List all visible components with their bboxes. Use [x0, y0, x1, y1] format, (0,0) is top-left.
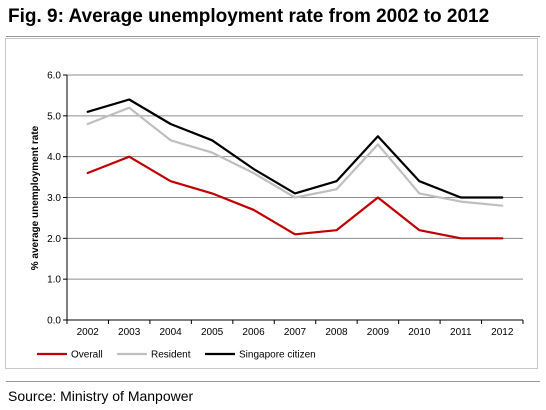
figure-title: Fig. 9: Average unemployment rate from 2… [8, 6, 490, 27]
x-tick-labels: 2002 2003 2004 2005 2006 2007 2008 2009 2010 2011… [77, 327, 514, 338]
legend-label-resident: Resident [151, 350, 191, 361]
gridlines [67, 74, 523, 280]
x-tick-label: 2002 [77, 327, 100, 338]
legend: Overall Resident Singapore citizen [37, 350, 316, 361]
x-tick-label: 2010 [408, 327, 431, 338]
title-divider [6, 36, 540, 37]
y-tick-label: 1.0 [47, 275, 61, 286]
series-line-resident [86, 106, 504, 207]
x-tick-label: 2005 [201, 327, 224, 338]
series-line-overall [86, 155, 504, 240]
x-tick-label: 2004 [160, 327, 183, 338]
x-tick-label: 2006 [242, 327, 265, 338]
chart-frame [5, 38, 538, 369]
series-lines [86, 98, 504, 240]
y-tick-label: 5.0 [47, 111, 61, 122]
y-tick-label: 3.0 [47, 193, 61, 204]
x-tick-label: 2003 [118, 327, 141, 338]
y-axis-label: % average unemployment rate [30, 125, 41, 270]
x-tick-label: 2009 [367, 327, 390, 338]
source-divider [6, 381, 540, 382]
y-tick-label: 0.0 [47, 316, 61, 327]
x-tick-label: 2012 [491, 327, 514, 338]
x-tick-label: 2007 [284, 327, 307, 338]
legend-label-overall: Overall [71, 350, 103, 361]
axes [63, 74, 524, 324]
x-tick-label: 2008 [325, 327, 348, 338]
y-tick-label: 6.0 [47, 71, 61, 82]
source-note: Source: Ministry of Manpower [8, 388, 194, 404]
y-tick-label: 2.0 [47, 234, 61, 245]
x-tick-label: 2011 [450, 327, 472, 338]
y-tick-labels: 0.0 1.0 2.0 3.0 4.0 5.0 6.0 [47, 71, 61, 327]
series-line-singapore-citizen [86, 98, 504, 199]
legend-label-singapore-citizen: Singapore citizen [239, 350, 316, 361]
y-tick-label: 4.0 [47, 152, 61, 163]
